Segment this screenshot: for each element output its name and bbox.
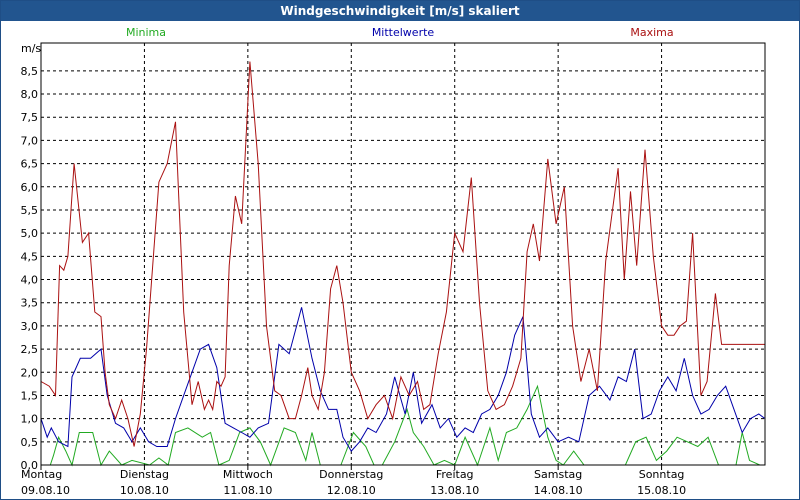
y-tick-label: 0,0 xyxy=(21,459,39,472)
y-tick-label: 7,5 xyxy=(21,111,39,124)
x-tick-date: 13.08.10 xyxy=(430,484,479,497)
y-tick-label: 1,5 xyxy=(21,389,39,402)
y-tick-label: 1,0 xyxy=(21,413,39,426)
x-tick-weekday: Freitag xyxy=(436,468,474,481)
chart-area: 0,0 0,5 1,0 1,5 2,0 2,5 3,0 3,5 4,0 4,5 5,0 5,5 6,0 6… xyxy=(1,21,799,499)
x-tick-date: 14.08.10 xyxy=(534,484,583,497)
x-tick-weekday: Dienstag xyxy=(120,468,169,481)
y-tick-label: 2,0 xyxy=(21,366,39,379)
y-tick-label: 3,0 xyxy=(21,320,39,333)
series-line-maxima xyxy=(40,61,765,447)
series-lines xyxy=(40,61,766,467)
x-tick-weekday: Mittwoch xyxy=(223,468,273,481)
y-tick-label: 4,0 xyxy=(21,274,39,287)
y-tick-label: 6,0 xyxy=(21,181,39,194)
y-tick-label: 6,5 xyxy=(21,158,39,171)
y-tick-label: 8,5 xyxy=(21,65,39,78)
x-tick-date: 10.08.10 xyxy=(120,484,169,497)
x-axis-labels: Montag 09.08.10 Dienstag 10.08.10 Mittwoch 11… xyxy=(21,465,686,497)
x-tick-date: 15.08.10 xyxy=(637,484,686,497)
legend-entry-maxima: Maxima xyxy=(630,26,673,39)
x-tick-weekday: Donnerstag xyxy=(319,468,383,481)
x-tick-weekday: Montag xyxy=(21,468,62,481)
chart-background xyxy=(1,21,799,499)
y-tick-label: 5,0 xyxy=(21,227,39,240)
x-tick-date: 09.08.10 xyxy=(21,484,70,497)
legend: Minima Mittelwerte Maxima xyxy=(126,26,674,39)
x-tick-weekday: Samstag xyxy=(534,468,582,481)
y-tick-label: 4,5 xyxy=(21,250,39,263)
series-line-mittelwerte xyxy=(40,307,766,452)
y-tick-label: 5,5 xyxy=(21,204,39,217)
series-line-minima xyxy=(41,384,765,467)
y-tick-label: 7,0 xyxy=(21,134,39,147)
y-tick-label: 2,5 xyxy=(21,343,39,356)
plot-frame xyxy=(40,42,766,466)
legend-entry-minima: Minima xyxy=(126,26,166,39)
y-axis-label: m/s xyxy=(21,42,41,55)
y-axis-ticks: 0,0 0,5 1,0 1,5 2,0 2,5 3,0 3,5 4,0 4,5 5,0 5,5 6,0 6… xyxy=(21,65,39,472)
y-tick-label: 8,0 xyxy=(21,88,39,101)
grid xyxy=(41,43,765,466)
window-title: Windgeschwindigkeit [m/s] skaliert xyxy=(1,1,799,21)
x-tick-date: 11.08.10 xyxy=(223,484,272,497)
y-tick-label: 0,5 xyxy=(21,436,39,449)
legend-entry-mittelwerte: Mittelwerte xyxy=(372,26,435,39)
y-tick-label: 3,5 xyxy=(21,297,39,310)
x-tick-date: 12.08.10 xyxy=(327,484,376,497)
x-tick-weekday: Sonntag xyxy=(639,468,685,481)
